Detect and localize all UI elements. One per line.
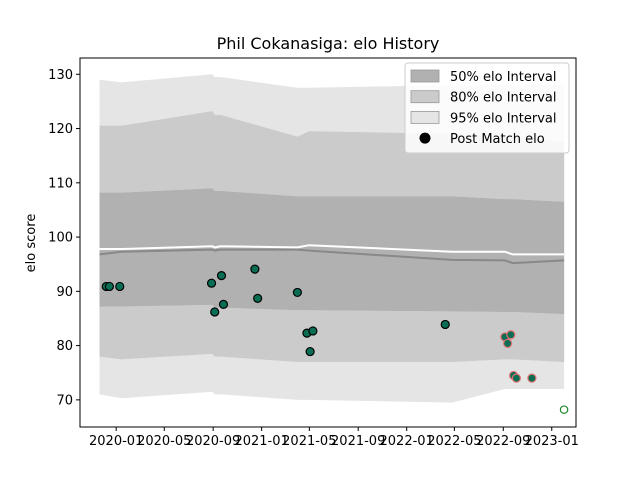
post-match-elo-marker <box>218 299 229 309</box>
post-match-elo-marker <box>250 264 260 274</box>
y-tick-label: 80 <box>56 339 73 354</box>
plot-frame <box>79 57 577 428</box>
legend-band-swatch <box>410 90 440 104</box>
x-tick-label: 2022-09 <box>476 434 530 449</box>
y-tick-label: 110 <box>48 176 73 191</box>
upcoming-elo-marker <box>559 405 569 414</box>
x-tick-label: 2021-01 <box>234 434 288 449</box>
x-tick-label: 2020-01 <box>89 434 143 449</box>
post-match-elo-marker <box>216 271 227 281</box>
post-match-elo-marker <box>104 281 115 292</box>
legend-label: 50% elo Interval <box>450 70 557 85</box>
post-match-elo-marker <box>253 293 263 303</box>
legend-label: 80% elo Interval <box>450 91 557 106</box>
legend-band-swatch <box>410 111 440 124</box>
band-80-lower <box>99 304 565 362</box>
y-tick-label: 120 <box>48 122 73 137</box>
legend-label: 95% elo Interval <box>450 111 557 126</box>
x-tick-label: 2023-01 <box>525 434 579 449</box>
post-match-elo-marker <box>308 326 318 336</box>
post-match-elo-marker <box>210 307 220 317</box>
post-match-elo-marker <box>503 338 513 349</box>
x-tick-label: 2021-09 <box>331 434 385 449</box>
x-tick-label: 2020-09 <box>186 434 240 449</box>
post-match-elo-marker <box>440 319 450 330</box>
plot-area: 7080901001101201302020-012020-052020-092… <box>48 57 579 449</box>
post-match-elo-marker <box>527 373 537 383</box>
post-match-elo-marker <box>305 346 315 357</box>
mean-elo-line <box>99 248 565 265</box>
x-tick-label: 2020-05 <box>137 434 191 449</box>
legend-box <box>404 62 570 154</box>
legend-band-swatch <box>410 69 440 83</box>
chart-title: Phil Cokanasiga: elo History <box>217 34 440 53</box>
legend-label: Post Match elo <box>450 132 545 147</box>
y-tick-label: 130 <box>48 68 73 83</box>
post-match-elo-marker <box>292 287 302 298</box>
x-tick-label: 2021-05 <box>282 434 336 449</box>
band-80-upper <box>99 111 565 202</box>
y-tick-label: 70 <box>56 393 73 408</box>
legend-marker-swatch <box>419 132 431 144</box>
post-match-elo-marker <box>206 278 217 288</box>
post-match-elo-marker <box>511 373 521 383</box>
post-match-elo-marker <box>115 281 125 292</box>
legend: 50% elo Interval 80% elo Interval 95% elo … <box>404 62 570 154</box>
x-tick-label: 2022-05 <box>427 434 481 449</box>
y-tick-label: 90 <box>56 285 73 300</box>
median-elo-line <box>99 244 565 256</box>
post-match-elo-marker <box>506 330 516 340</box>
y-axis-label: elo score <box>24 214 39 273</box>
x-tick-label: 2022-01 <box>380 434 434 449</box>
y-tick-label: 100 <box>48 231 73 246</box>
